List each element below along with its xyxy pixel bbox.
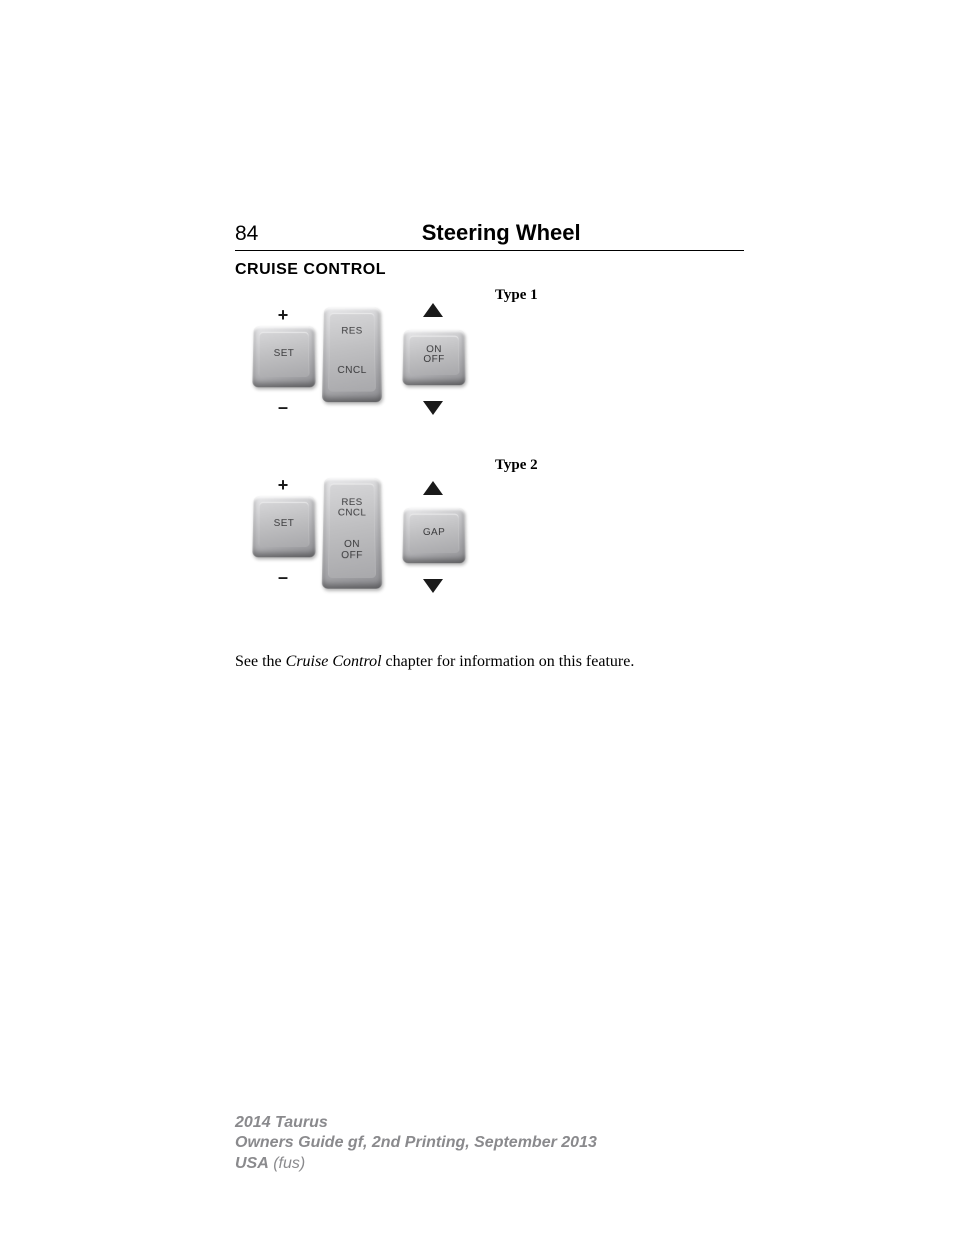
minus-icon: – <box>273 397 293 418</box>
set-label: SET <box>274 519 295 529</box>
res-cncl-button: RES CNCL <box>322 307 382 402</box>
set-button: SET <box>252 326 316 387</box>
page-header: 84 Steering Wheel <box>235 220 744 251</box>
footer-line3: USA (fus) <box>235 1154 597 1175</box>
plus-icon: + <box>273 305 293 326</box>
on-off-button: ON OFF <box>402 330 465 385</box>
type1-label: Type 1 <box>495 287 538 304</box>
chapter-title: Steering Wheel <box>258 220 744 246</box>
on-off-label: ON OFF <box>423 345 444 366</box>
gap-label: GAP <box>423 528 445 538</box>
plus-icon: + <box>273 475 293 496</box>
page-footer: 2014 Taurus Owners Guide gf, 2nd Printin… <box>235 1113 597 1175</box>
triangle-down-icon <box>423 579 443 593</box>
set-button: SET <box>252 496 316 557</box>
body-italic: Cruise Control <box>286 653 382 670</box>
cncl-label: CNCL <box>337 366 366 377</box>
triangle-up-icon <box>423 303 443 317</box>
res-label: RES <box>341 326 362 336</box>
footer-line1: 2014 Taurus <box>235 1113 597 1134</box>
res-cncl-label: RES CNCL <box>338 498 367 518</box>
figure-type2: Type 2 + SET – RES CNCL ON OFF GAP <box>235 457 744 627</box>
minus-icon: – <box>273 567 293 588</box>
body-paragraph: See the Cruise Control chapter for infor… <box>235 651 744 673</box>
section-heading: CRUISE CONTROL <box>235 261 744 279</box>
body-suffix: chapter for information on this feature. <box>382 653 635 670</box>
on-off-label: ON OFF <box>341 540 363 561</box>
figure-type1: Type 1 + SET – RES CNCL ON OFF <box>235 287 744 457</box>
res-cncl-on-off-button: RES CNCL ON OFF <box>322 478 383 589</box>
triangle-up-icon <box>423 481 443 495</box>
type2-label: Type 2 <box>495 457 538 474</box>
set-label: SET <box>274 349 295 359</box>
body-prefix: See the <box>235 653 286 670</box>
triangle-down-icon <box>423 401 443 415</box>
gap-button: GAP <box>402 508 465 563</box>
manual-page: 84 Steering Wheel CRUISE CONTROL Type 1 … <box>0 0 954 1235</box>
footer-line2: Owners Guide gf, 2nd Printing, September… <box>235 1133 597 1154</box>
page-number: 84 <box>235 222 258 246</box>
